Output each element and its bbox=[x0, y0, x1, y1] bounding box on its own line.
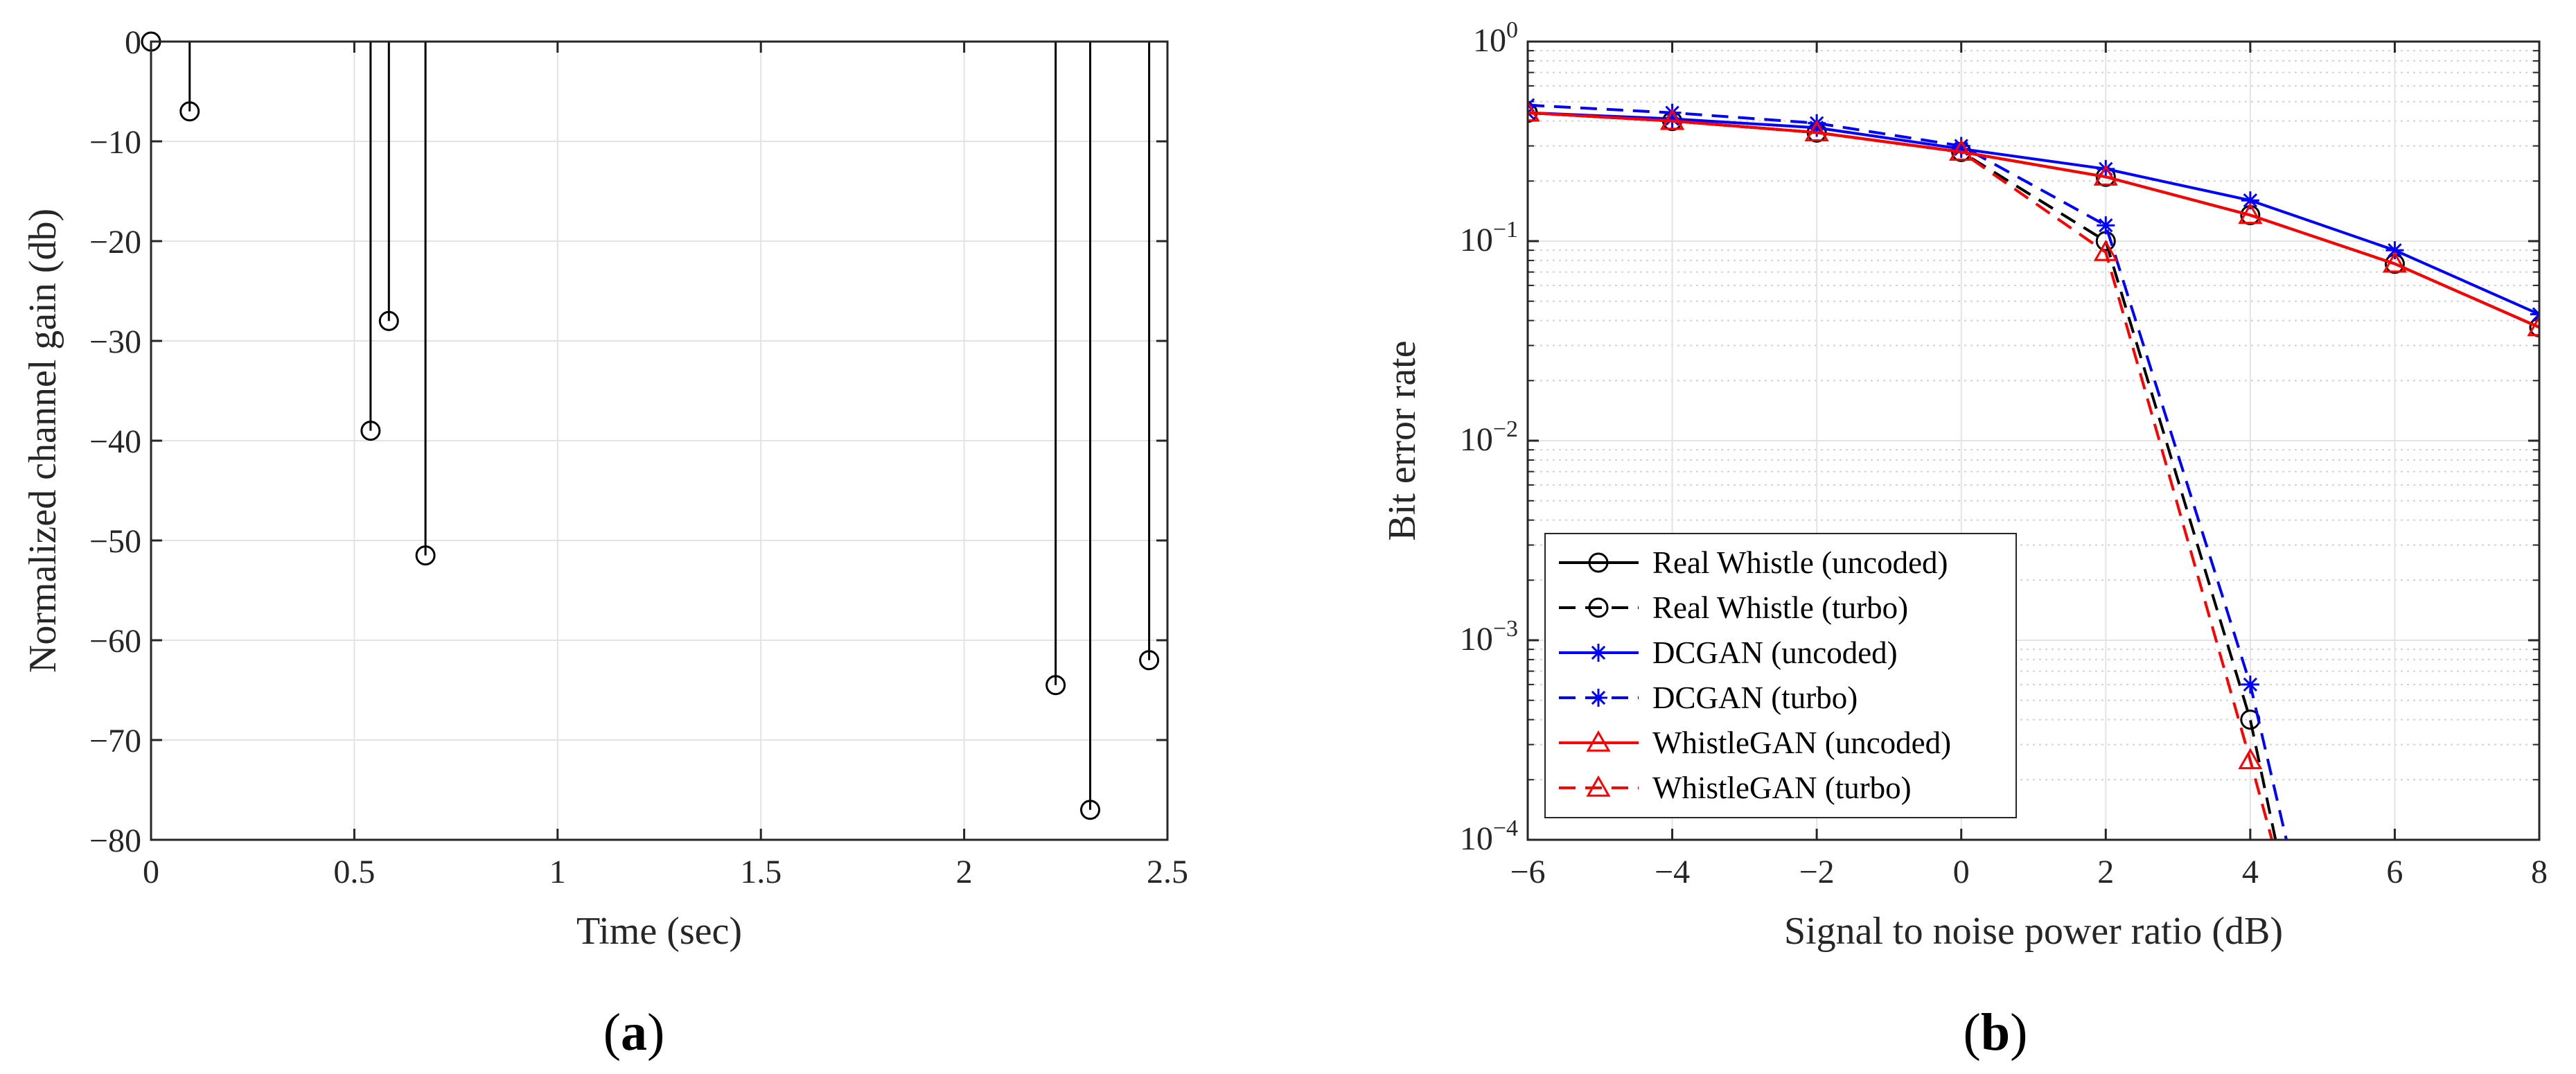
star-stroke bbox=[2532, 307, 2539, 316]
data-point-star bbox=[2385, 241, 2404, 260]
y-axis-label: Normalized channel gain (db) bbox=[21, 209, 64, 673]
data-point-triangle bbox=[2527, 315, 2539, 337]
data-point-triangle bbox=[2093, 240, 2118, 261]
y-tick-label: 10−4 bbox=[1460, 816, 1518, 857]
data-point-triangle bbox=[1804, 120, 1829, 142]
star-stroke bbox=[1528, 98, 1535, 107]
panel-b-ber-plot: −6 −4 −2 0 2 4 6 8 100 10−1 10−2 10−3 10−4 Signal to … bbox=[1381, 17, 2548, 953]
x-tick-label: 6 bbox=[2386, 854, 2403, 890]
star-stroke bbox=[2388, 243, 2402, 258]
data-point-circle bbox=[1588, 597, 1609, 618]
x-tick-label: −2 bbox=[1799, 854, 1835, 890]
y-tick-label: −30 bbox=[89, 324, 141, 360]
x-tick-label: 1.5 bbox=[740, 854, 782, 890]
stem-marker bbox=[360, 421, 381, 441]
data-point-circle bbox=[1588, 552, 1609, 573]
data-point-star bbox=[2530, 305, 2539, 324]
x-tick-label: 0 bbox=[1953, 854, 1970, 890]
legend-label: DCGAN (uncoded) bbox=[1652, 635, 1898, 670]
series-line bbox=[1528, 111, 2539, 329]
x-tick-label: 2 bbox=[956, 854, 973, 890]
legend-label: Real Whistle (turbo) bbox=[1652, 590, 1908, 625]
data-point-star bbox=[1589, 644, 1607, 662]
star-stroke bbox=[2532, 312, 2539, 322]
legend-label: WhistleGAN (uncoded) bbox=[1652, 725, 1951, 760]
y-tick-label: 10−3 bbox=[1460, 616, 1518, 658]
panel-a-label: (a) bbox=[603, 1003, 665, 1062]
x-tick-label: 8 bbox=[2531, 854, 2548, 890]
x-tick-label: 0 bbox=[143, 854, 159, 890]
legend-label: Real Whistle (uncoded) bbox=[1652, 545, 1948, 580]
x-axis-label: Signal to noise power ratio (dB) bbox=[1784, 910, 2283, 953]
x-tick-label: −6 bbox=[1510, 854, 1545, 890]
x-tick-label: −4 bbox=[1655, 854, 1690, 890]
legend-label: DCGAN (turbo) bbox=[1652, 680, 1858, 715]
data-point-star bbox=[2097, 216, 2115, 235]
star-stroke bbox=[2243, 677, 2258, 692]
series-line bbox=[1528, 111, 2539, 329]
y-tick-label: 0 bbox=[125, 24, 141, 61]
stem-marker bbox=[1080, 800, 1101, 820]
series-line bbox=[1528, 111, 2539, 316]
panel-a-stem-plot: 0 0.5 1 1.5 2 2.5 0 −10 −20 −30 −40 −50 −60 −70 −80 Tim… bbox=[21, 24, 1188, 953]
y-tick-label: −70 bbox=[89, 723, 141, 759]
star-stroke bbox=[1591, 645, 1606, 660]
data-point-triangle bbox=[1586, 730, 1611, 752]
data-point-triangle bbox=[1660, 108, 1685, 130]
data-point-triangle bbox=[2093, 164, 2118, 186]
x-tick-label: 2 bbox=[2097, 854, 2114, 890]
star-stroke bbox=[2243, 193, 2258, 208]
y-tick-label: −10 bbox=[89, 124, 141, 161]
legend-box bbox=[1544, 533, 2017, 818]
stem-marker bbox=[415, 545, 436, 566]
y-tick-label: 100 bbox=[1473, 17, 1518, 59]
stem-marker bbox=[378, 310, 399, 331]
x-tick-label: 4 bbox=[2242, 854, 2259, 890]
panel-b-label: (b) bbox=[1964, 1003, 2028, 1062]
y-tick-label: −60 bbox=[89, 623, 141, 660]
stem-marker bbox=[179, 101, 200, 122]
stem-marker bbox=[1139, 650, 1160, 671]
star-stroke bbox=[2099, 218, 2113, 233]
star-stroke bbox=[1591, 690, 1606, 705]
y-tick-label: −40 bbox=[89, 423, 141, 460]
data-point-triangle bbox=[1586, 775, 1611, 797]
data-point-circle bbox=[2529, 317, 2539, 337]
star-stroke bbox=[1528, 111, 1535, 120]
y-tick-label: −80 bbox=[89, 822, 141, 859]
y-tick-label: 10−2 bbox=[1460, 416, 1518, 458]
y-axis-label: Bit error rate bbox=[1381, 340, 1424, 540]
y-tick-label: −20 bbox=[89, 224, 141, 261]
y-tick-label: −50 bbox=[89, 523, 141, 560]
legend: Real Whistle (uncoded) Real Whistle (turb… bbox=[1544, 533, 2017, 818]
x-tick-label: 0.5 bbox=[333, 854, 375, 890]
x-axis-label: Time (sec) bbox=[576, 910, 742, 953]
series-line bbox=[1528, 111, 2274, 840]
x-tick-label: 1 bbox=[549, 854, 566, 890]
legend-label: WhistleGAN (turbo) bbox=[1652, 771, 1912, 805]
data-point-triangle bbox=[2238, 748, 2263, 770]
x-tick-label: 2.5 bbox=[1147, 854, 1188, 890]
data-point-triangle bbox=[2238, 202, 2263, 225]
data-point-star bbox=[1589, 689, 1607, 707]
data-point-triangle bbox=[2382, 251, 2407, 273]
data-point-triangle bbox=[1949, 139, 1974, 161]
series-group bbox=[1528, 96, 2539, 840]
data-point-star bbox=[2241, 675, 2259, 694]
y-tick-label: 10−1 bbox=[1460, 217, 1518, 258]
data-point-triangle bbox=[1528, 100, 1540, 122]
stem-marker bbox=[1046, 675, 1066, 696]
